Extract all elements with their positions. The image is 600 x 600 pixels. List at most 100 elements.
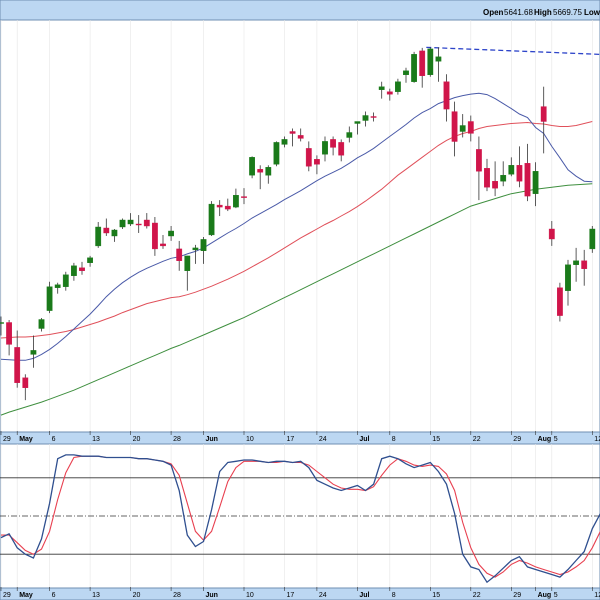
date-axis-bottom-label: 17 <box>287 592 295 599</box>
candle-body <box>451 111 458 142</box>
candle-body <box>443 81 450 110</box>
date-axis-top-label: Jun <box>206 436 218 443</box>
candle-body <box>492 180 498 189</box>
candle-body <box>322 141 328 155</box>
candle-body <box>70 265 77 276</box>
date-axis-top-label: 20 <box>133 436 141 443</box>
date-axis-bottom-label: Aug <box>538 592 552 599</box>
candle-body <box>557 287 563 316</box>
candle-body <box>127 219 134 225</box>
candle-body <box>305 148 312 167</box>
candle-body <box>281 139 288 145</box>
date-axis-bottom-label: 22 <box>473 592 481 599</box>
candle-body <box>346 132 353 138</box>
date-axis-bottom-label: 29 <box>3 592 11 599</box>
date-axis-bottom-label: 5 <box>554 592 558 599</box>
candle-body <box>184 255 191 271</box>
candle-body <box>208 203 215 236</box>
stoch-k-line <box>0 454 600 584</box>
trendline <box>426 46 600 56</box>
candle-body <box>330 139 336 148</box>
ma-long-line <box>0 183 593 416</box>
candle-body <box>6 322 13 345</box>
date-axis-top-label: Aug <box>538 436 552 443</box>
open-value: 5641.68 <box>504 8 533 17</box>
candle-body <box>435 56 442 62</box>
candle-body <box>79 267 85 271</box>
candle-body <box>476 149 482 172</box>
date-axis-bottom-label: May <box>19 592 33 599</box>
date-axis-bottom-label: 24 <box>319 592 327 599</box>
date-axis-bottom-label: 15 <box>432 592 440 599</box>
candle-body <box>403 70 409 76</box>
date-axis-top-label: 17 <box>287 436 295 443</box>
date-axis-bottom-label: 6 <box>52 592 56 599</box>
price-panel <box>0 19 600 433</box>
open-label: Open <box>483 8 504 17</box>
date-axis-top-label: 22 <box>473 436 481 443</box>
date-axis-top-label: 5 <box>554 436 558 443</box>
date-axis-bottom-label: 28 <box>173 592 181 599</box>
date-axis-top-label: 6 <box>52 436 56 443</box>
candle-body <box>38 319 45 329</box>
date-axis-top-label: May <box>19 436 33 443</box>
ma-mid-line <box>0 121 593 339</box>
candle-body <box>241 196 247 198</box>
candle-body <box>151 222 158 250</box>
high-label: High <box>534 8 552 17</box>
candle-body <box>419 50 426 77</box>
candle-body <box>297 135 304 139</box>
price-plot <box>0 20 600 432</box>
candle-body <box>467 121 474 134</box>
date-axis-bottom-label: 10 <box>246 592 254 599</box>
candle-body <box>459 125 466 132</box>
candle-body <box>95 226 102 247</box>
candle-body <box>273 142 280 165</box>
candle-body <box>119 219 126 228</box>
candle-body <box>224 205 231 210</box>
candle-body <box>524 163 531 197</box>
candle-body <box>257 169 264 173</box>
date-axis-bottom-label: 20 <box>133 592 141 599</box>
candle-body <box>540 106 547 122</box>
candle-body <box>289 131 296 134</box>
candle-body <box>532 171 539 194</box>
candle-body <box>168 230 174 237</box>
date-axis-top-label: 13 <box>92 436 100 443</box>
date-axis-top-label: 12 <box>594 436 600 443</box>
candle-body <box>192 247 199 251</box>
high-value: 5669.75 <box>553 8 582 17</box>
candle-body <box>135 223 142 226</box>
candle-body <box>62 274 69 287</box>
candle-body <box>378 86 385 90</box>
candle-body <box>565 264 571 291</box>
candle-body <box>508 165 515 175</box>
candle-body <box>386 91 393 95</box>
date-axis-bottom-label: 12 <box>594 592 600 599</box>
date-axis-bottom <box>0 587 600 600</box>
candle-body <box>427 48 434 76</box>
candle-body <box>176 248 183 261</box>
candle-body <box>516 165 523 182</box>
date-axis-top-label: 29 <box>513 436 521 443</box>
candle-body <box>200 239 207 251</box>
candle-body <box>232 194 239 208</box>
candle-body <box>589 228 596 250</box>
candle-body <box>14 347 21 383</box>
date-axis-top-label: 8 <box>392 436 396 443</box>
candle-body <box>30 350 37 355</box>
candle-body <box>87 257 94 263</box>
date-axis-bottom-label: 13 <box>92 592 100 599</box>
candle-body <box>160 243 166 247</box>
candle-body <box>46 286 53 311</box>
date-axis-bottom-label: 29 <box>513 592 521 599</box>
candle-body <box>0 322 4 324</box>
candle-body <box>548 228 555 240</box>
ma-short-line <box>0 92 593 361</box>
candle-body <box>103 227 110 234</box>
candle-body <box>362 115 369 121</box>
